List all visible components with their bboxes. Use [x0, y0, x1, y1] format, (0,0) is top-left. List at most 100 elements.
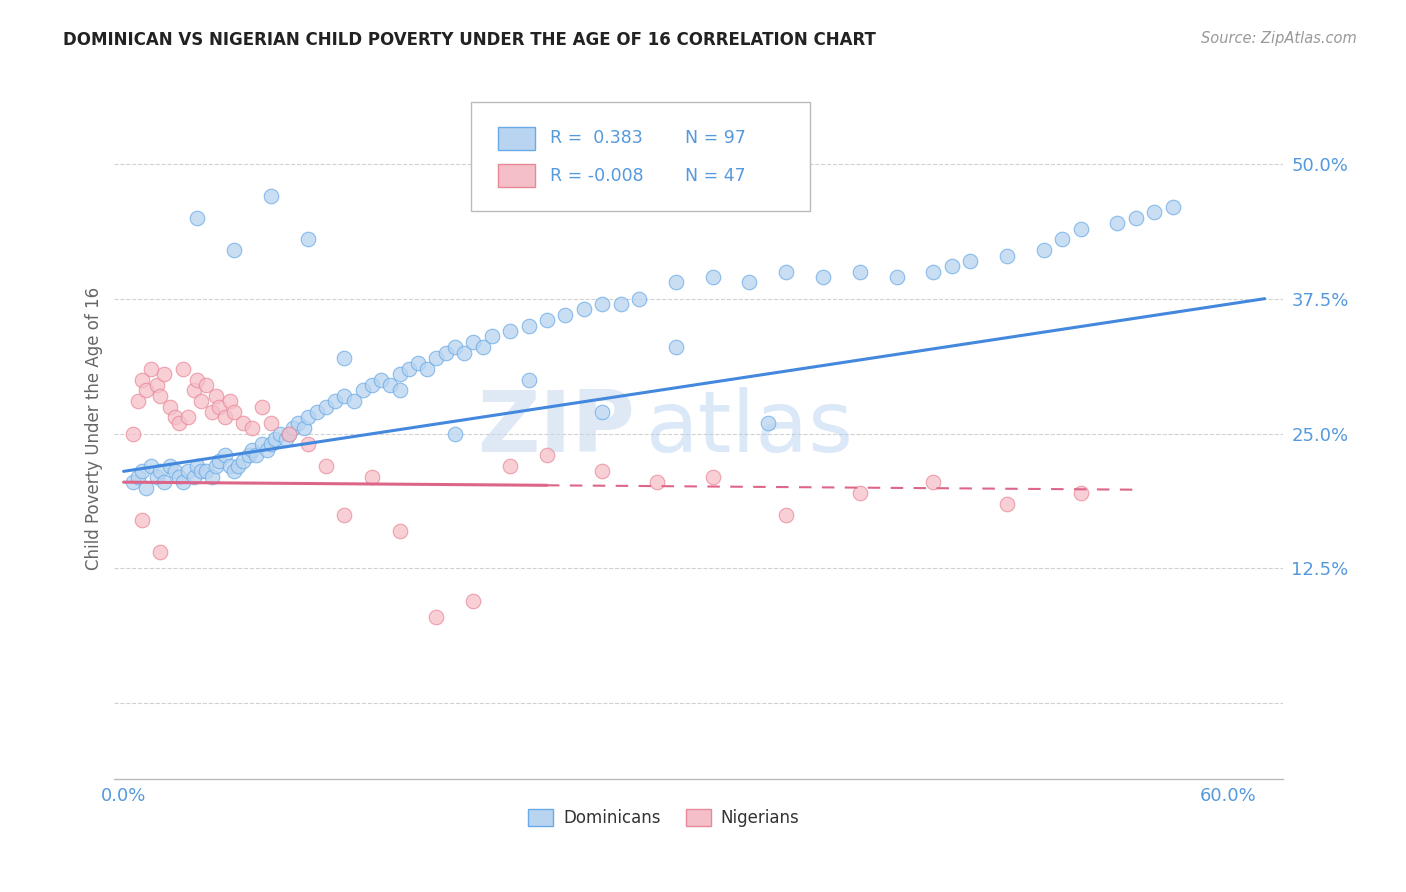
- Point: [315, 458, 337, 473]
- Point: [287, 416, 309, 430]
- Point: [121, 475, 143, 490]
- Point: [471, 340, 494, 354]
- Point: [665, 276, 688, 290]
- Point: [352, 384, 374, 398]
- Point: [380, 378, 402, 392]
- Point: [214, 410, 236, 425]
- Point: [201, 469, 224, 483]
- Point: [647, 475, 669, 490]
- Point: [591, 405, 613, 419]
- Point: [214, 448, 236, 462]
- Point: [145, 469, 167, 483]
- Point: [499, 324, 522, 338]
- Point: [434, 345, 457, 359]
- Point: [536, 448, 558, 462]
- Point: [517, 318, 540, 333]
- Text: R = -0.008: R = -0.008: [550, 167, 644, 185]
- Point: [463, 594, 485, 608]
- Point: [183, 469, 205, 483]
- Point: [702, 270, 724, 285]
- Point: [361, 378, 384, 392]
- Point: [219, 458, 242, 473]
- Point: [1070, 221, 1092, 235]
- Point: [127, 469, 149, 483]
- Point: [204, 458, 226, 473]
- Point: [941, 260, 963, 274]
- Point: [260, 437, 283, 451]
- Point: [238, 448, 260, 462]
- Point: [167, 416, 190, 430]
- Point: [811, 270, 834, 285]
- Point: [1161, 200, 1184, 214]
- Point: [554, 308, 576, 322]
- Point: [343, 394, 366, 409]
- Point: [665, 340, 688, 354]
- Point: [141, 458, 163, 473]
- Point: [153, 368, 176, 382]
- Point: [159, 458, 181, 473]
- Point: [222, 243, 245, 257]
- Point: [959, 253, 981, 268]
- Point: [849, 486, 872, 500]
- Point: [453, 345, 475, 359]
- Point: [141, 361, 163, 376]
- Point: [398, 361, 420, 376]
- Point: [922, 475, 945, 490]
- Point: [481, 329, 503, 343]
- Point: [416, 361, 439, 376]
- Point: [149, 545, 172, 559]
- Point: [172, 475, 194, 490]
- Point: [297, 437, 319, 451]
- Text: N = 47: N = 47: [685, 167, 745, 185]
- Point: [131, 513, 153, 527]
- Point: [922, 265, 945, 279]
- Point: [121, 426, 143, 441]
- Point: [232, 453, 254, 467]
- Point: [1107, 216, 1129, 230]
- Text: DOMINICAN VS NIGERIAN CHILD POVERTY UNDER THE AGE OF 16 CORRELATION CHART: DOMINICAN VS NIGERIAN CHILD POVERTY UNDE…: [63, 31, 876, 49]
- Point: [186, 373, 208, 387]
- Point: [278, 426, 301, 441]
- Point: [190, 394, 212, 409]
- Point: [849, 265, 872, 279]
- Point: [627, 292, 650, 306]
- Point: [159, 400, 181, 414]
- Point: [186, 211, 208, 225]
- Point: [361, 469, 384, 483]
- Point: [738, 276, 761, 290]
- Point: [995, 497, 1018, 511]
- Point: [1070, 486, 1092, 500]
- FancyBboxPatch shape: [498, 128, 536, 150]
- Point: [219, 394, 242, 409]
- Text: atlas: atlas: [647, 386, 855, 470]
- Point: [208, 453, 231, 467]
- Point: [315, 400, 337, 414]
- Point: [775, 508, 797, 522]
- Point: [702, 469, 724, 483]
- Point: [517, 373, 540, 387]
- Point: [204, 389, 226, 403]
- Point: [195, 464, 218, 478]
- Point: [425, 610, 447, 624]
- Point: [274, 432, 297, 446]
- Point: [177, 464, 200, 478]
- Point: [1032, 243, 1054, 257]
- Point: [172, 361, 194, 376]
- Point: [297, 232, 319, 246]
- Point: [167, 469, 190, 483]
- Point: [297, 410, 319, 425]
- FancyBboxPatch shape: [471, 102, 810, 211]
- Point: [572, 302, 595, 317]
- Point: [591, 297, 613, 311]
- Point: [388, 384, 411, 398]
- Point: [886, 270, 908, 285]
- Text: R =  0.383: R = 0.383: [550, 129, 643, 147]
- Point: [149, 464, 172, 478]
- Point: [1052, 232, 1074, 246]
- Point: [165, 464, 187, 478]
- Point: [153, 475, 176, 490]
- Point: [195, 378, 218, 392]
- Point: [242, 442, 264, 457]
- Legend: Dominicans, Nigerians: Dominicans, Nigerians: [522, 802, 806, 834]
- Point: [242, 421, 264, 435]
